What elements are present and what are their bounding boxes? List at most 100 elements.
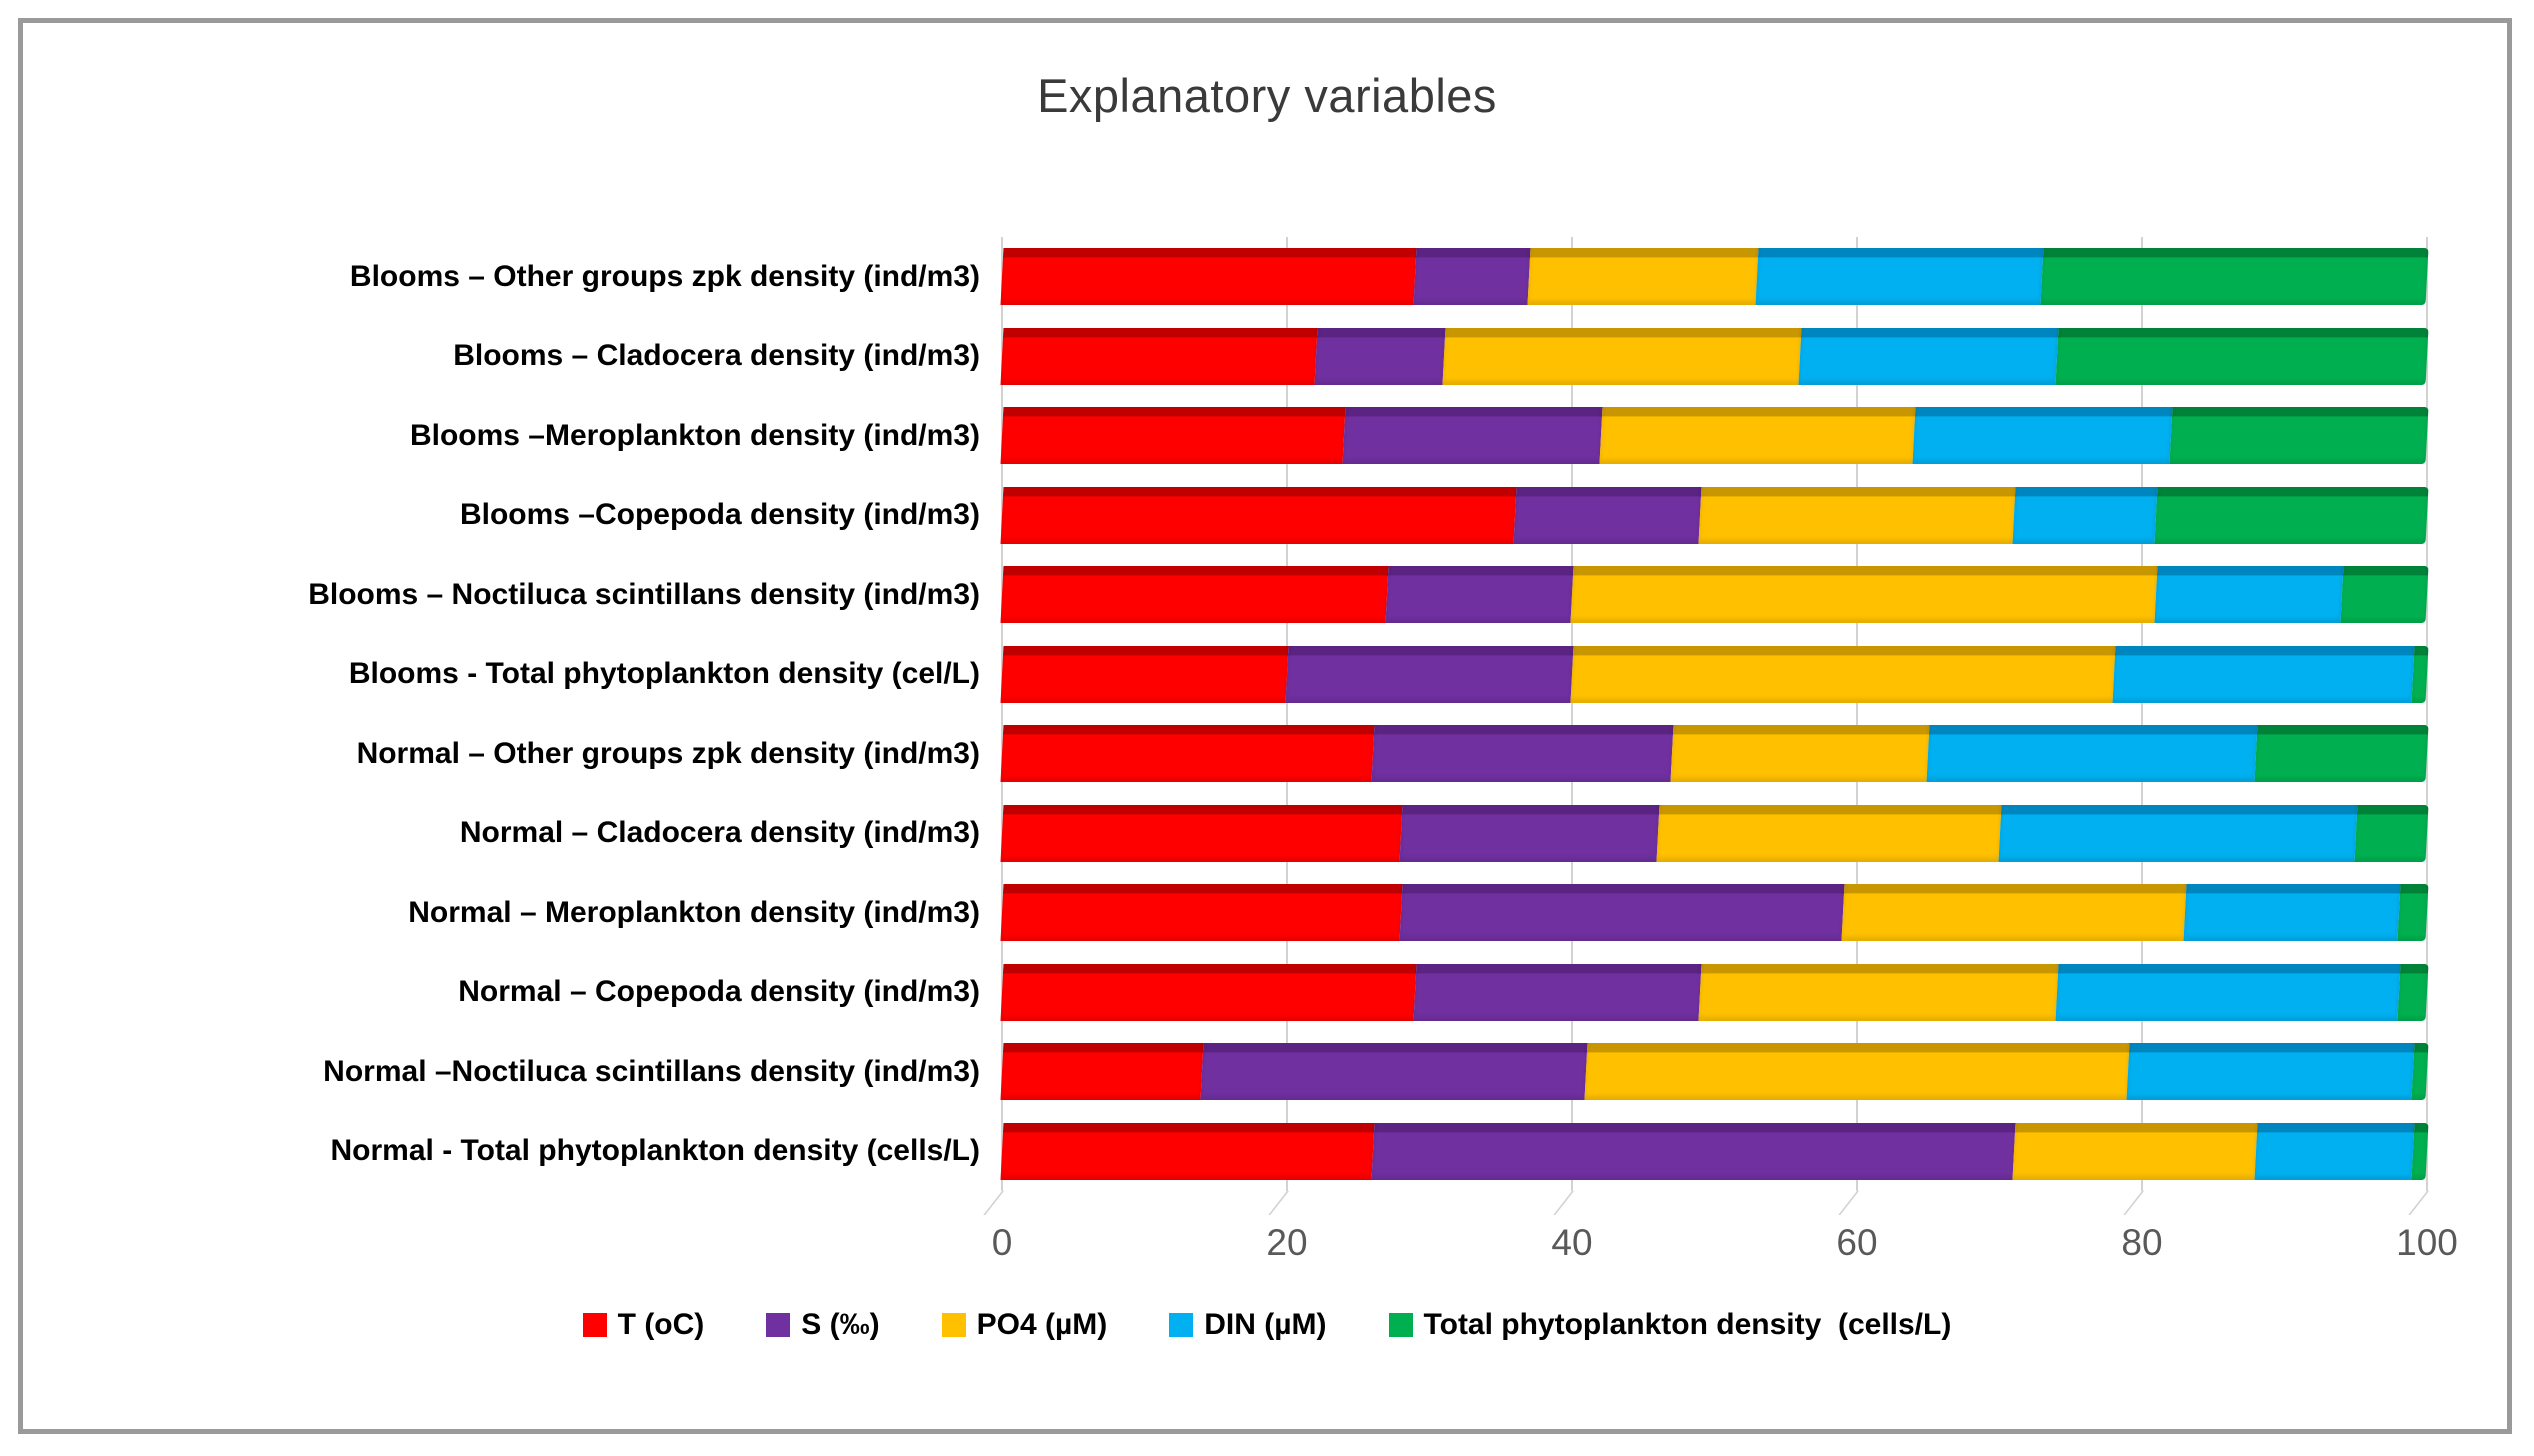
bar-segment xyxy=(2254,1122,2415,1180)
legend-label: T (oC) xyxy=(617,1308,705,1341)
floor-tick xyxy=(1553,1191,1574,1215)
bar-segment xyxy=(1000,884,1403,942)
bar-segment xyxy=(1413,248,1531,306)
bar-row xyxy=(1000,635,2429,715)
legend-item: S (‰) xyxy=(766,1308,880,1342)
bar-segment xyxy=(1527,248,1759,306)
bar-row xyxy=(1000,1032,2429,1112)
bar-segment xyxy=(1413,963,1702,1021)
bar-segment xyxy=(1599,407,1916,465)
x-tick-label: 0 xyxy=(991,1222,1013,1263)
bar-segment xyxy=(1000,725,1374,783)
bar-segment xyxy=(1000,1043,1203,1101)
bar-segment xyxy=(1000,248,1417,306)
bar-segment xyxy=(2354,804,2429,862)
legend-label: S (‰) xyxy=(801,1308,880,1341)
bar-segment xyxy=(2411,645,2429,703)
stacked-bar xyxy=(1000,804,2429,862)
bar-segment xyxy=(1399,884,1845,942)
stacked-bar xyxy=(1000,486,2429,544)
gridline xyxy=(1856,237,1858,1191)
legend-swatch xyxy=(1169,1313,1194,1337)
bar-row xyxy=(1000,555,2429,635)
x-tick-label: 20 xyxy=(1266,1222,1308,1263)
legend: T (oC) S (‰) PO4 (µM) DIN (µM) Total phytopl… xyxy=(0,1308,2534,1342)
bars xyxy=(1000,237,2429,1191)
legend-item: PO4 (µM) xyxy=(941,1308,1108,1342)
category-label: Normal – Cladocera density (ind/m3) xyxy=(459,816,980,850)
gridline xyxy=(1286,237,1288,1191)
bar-segment xyxy=(1584,1043,2130,1101)
legend-swatch xyxy=(1388,1313,1413,1337)
chart-title: Explanatory variables xyxy=(1037,69,1497,122)
x-tick-label: 40 xyxy=(1551,1222,1593,1263)
bar-segment xyxy=(2397,884,2429,942)
stacked-bar xyxy=(1000,248,2429,306)
bar-segment xyxy=(1570,645,2115,703)
bar-segment xyxy=(1000,486,1517,544)
gridline xyxy=(2426,237,2428,1191)
stacked-bar xyxy=(1000,327,2429,385)
legend-item: DIN (µM) xyxy=(1169,1308,1327,1342)
stacked-bar xyxy=(1000,884,2429,942)
category-label: Blooms – Other groups zpk density (ind/m… xyxy=(349,259,980,293)
floor-tick xyxy=(2123,1191,2144,1215)
category-label: Blooms - Total phytoplankton density (ce… xyxy=(348,657,980,691)
category-label: Blooms –Meroplankton density (ind/m3) xyxy=(409,418,980,452)
floor-tick xyxy=(1268,1191,1289,1215)
bar-segment xyxy=(1285,645,1574,703)
bar-segment xyxy=(2340,566,2429,624)
x-tick-label: 100 xyxy=(2396,1222,2458,1263)
bar-segment xyxy=(1000,327,1317,385)
bar-segment xyxy=(2411,1043,2429,1101)
category-label: Blooms –Copepoda density (ind/m3) xyxy=(459,498,980,532)
stacked-bar xyxy=(1000,1043,2429,1101)
bar-segment xyxy=(1200,1043,1588,1101)
legend-swatch xyxy=(941,1313,966,1337)
bar-segment xyxy=(1399,804,1659,862)
bar-segment xyxy=(1912,407,2172,465)
category-label: Blooms – Cladocera density (ind/m3) xyxy=(453,339,980,373)
stacked-bar xyxy=(1000,407,2429,465)
floor-tick xyxy=(2408,1191,2429,1215)
gridline xyxy=(1001,237,1003,1191)
bar-segment xyxy=(2397,963,2429,1021)
x-tick-label: 60 xyxy=(1836,1222,1878,1263)
bar-segment xyxy=(2055,963,2400,1021)
bar-segment xyxy=(1698,486,2016,544)
x-tick-label: 80 xyxy=(2121,1222,2163,1263)
category-label: Normal – Copepoda density (ind/m3) xyxy=(458,975,980,1009)
category-label: Normal – Meroplankton density (ind/m3) xyxy=(408,895,980,929)
bar-segment xyxy=(1798,327,2058,385)
bar-segment xyxy=(1000,804,1403,862)
legend-label: DIN (µM) xyxy=(1204,1308,1327,1341)
bar-segment xyxy=(1442,327,1802,385)
bar-segment xyxy=(2154,486,2429,544)
bar-segment xyxy=(1000,645,1289,703)
bar-segment xyxy=(1926,725,2258,783)
bar-row xyxy=(1000,476,2429,556)
bar-segment xyxy=(1656,804,2001,862)
stacked-bar xyxy=(1000,963,2429,1021)
bar-segment xyxy=(1755,248,2044,306)
bar-segment xyxy=(1000,566,1389,624)
category-label: Normal –Noctiluca scintillans density (i… xyxy=(323,1054,980,1088)
bar-segment xyxy=(1670,725,1930,783)
legend-swatch xyxy=(766,1313,791,1337)
bar-segment xyxy=(2040,248,2429,306)
legend-item: Total phytoplankton density (cells/L) xyxy=(1388,1308,1951,1342)
category-axis-labels: Blooms – Other groups zpk density (ind/m… xyxy=(30,237,980,1191)
bar-segment xyxy=(1342,407,1602,465)
bar-segment xyxy=(2411,1122,2429,1180)
legend-label: PO4 (µM) xyxy=(976,1308,1108,1341)
bar-segment xyxy=(1385,566,1574,624)
bar-segment xyxy=(1570,566,2158,624)
legend-item: T (oC) xyxy=(582,1308,705,1342)
axis-floor-3d xyxy=(983,1191,2429,1217)
bar-row xyxy=(1000,714,2429,794)
bar-row xyxy=(1000,953,2429,1033)
category-label: Blooms – Noctiluca scintillans density (… xyxy=(308,577,980,611)
bar-segment xyxy=(1698,963,2058,1021)
bar-segment xyxy=(2154,566,2343,624)
bar-segment xyxy=(1513,486,1702,544)
